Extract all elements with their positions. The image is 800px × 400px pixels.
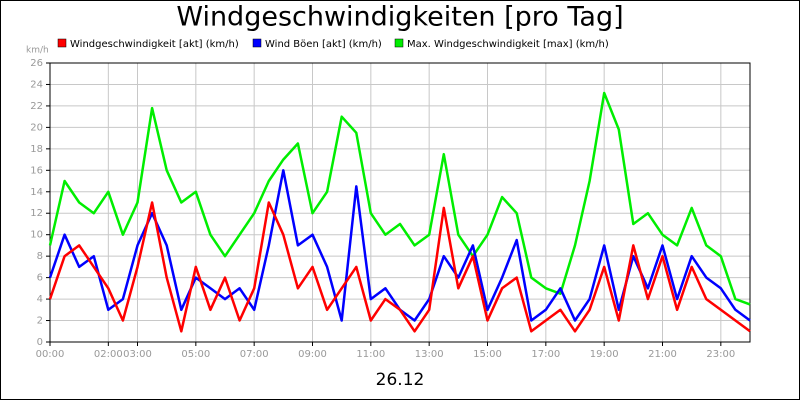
y-tick-label: 16 bbox=[30, 165, 43, 176]
series-line bbox=[48, 201, 751, 333]
x-tick-label: 03:00 bbox=[123, 349, 152, 360]
x-tick-label: 17:00 bbox=[531, 349, 560, 360]
legend-swatch bbox=[252, 38, 262, 48]
y-tick-label: 18 bbox=[30, 144, 43, 155]
x-tick-label: 15:00 bbox=[473, 349, 502, 360]
y-tick-label: 26 bbox=[30, 58, 43, 69]
legend-label: Windgeschwindigkeit [akt] (km/h) bbox=[70, 39, 239, 50]
y-tick-label: 10 bbox=[30, 230, 43, 241]
series-line bbox=[48, 91, 751, 306]
legend-swatch bbox=[57, 38, 67, 48]
x-tick-label: 09:00 bbox=[298, 349, 327, 360]
plot-area bbox=[50, 63, 750, 342]
x-tick-label: 00:00 bbox=[36, 349, 65, 360]
x-tick-label: 19:00 bbox=[590, 349, 619, 360]
y-tick-label: 8 bbox=[37, 251, 43, 262]
x-tick-label: 21:00 bbox=[648, 349, 677, 360]
x-tick-label: 05:00 bbox=[181, 349, 210, 360]
x-label: 26.12 bbox=[376, 370, 425, 390]
y-tick-label: 4 bbox=[37, 294, 43, 305]
plot-border bbox=[49, 62, 751, 343]
legend-label: Max. Windgeschwindigkeit [max] (km/h) bbox=[407, 39, 609, 50]
x-tick-label: 02:00 bbox=[94, 349, 123, 360]
y-unit: km/h bbox=[26, 46, 49, 56]
y-tick-label: 6 bbox=[37, 273, 43, 284]
y-tick-label: 22 bbox=[30, 101, 43, 112]
x-tick-label: 11:00 bbox=[356, 349, 385, 360]
legend-label: Wind Böen [akt] (km/h) bbox=[265, 39, 382, 50]
x-tick-label: 23:00 bbox=[706, 349, 735, 360]
legend-swatch bbox=[394, 38, 404, 48]
x-tick-label: 07:00 bbox=[240, 349, 269, 360]
y-tick-label: 0 bbox=[37, 337, 43, 348]
y-tick-label: 24 bbox=[30, 79, 43, 90]
y-tick-label: 2 bbox=[37, 316, 43, 327]
y-tick-label: 14 bbox=[30, 187, 43, 198]
x-tick-label: 13:00 bbox=[415, 349, 444, 360]
y-tick-label: 20 bbox=[30, 122, 43, 133]
chart-title: Windgeschwindigkeiten [pro Tag] bbox=[176, 2, 623, 33]
y-tick-label: 12 bbox=[30, 208, 43, 219]
